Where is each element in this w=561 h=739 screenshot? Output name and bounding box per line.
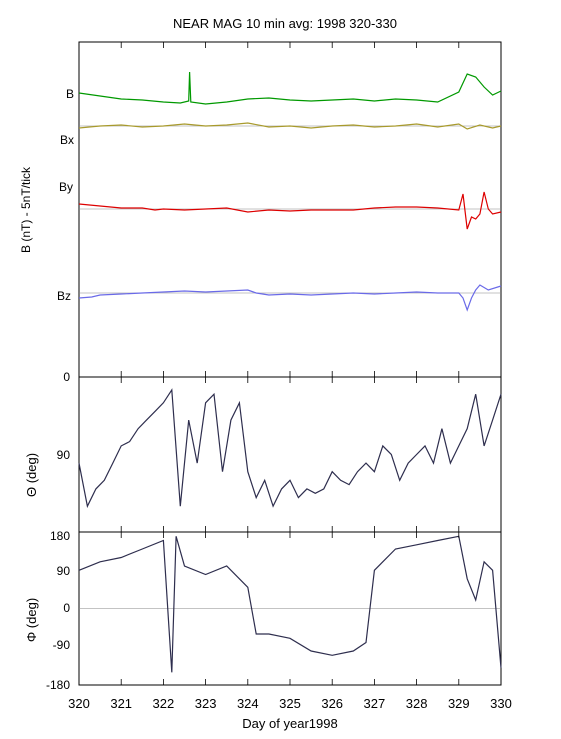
panel-phi-ytick-neg180: -180: [46, 678, 70, 692]
series-phi-line: [78, 535, 502, 673]
x-tick-label-324: 324: [237, 696, 259, 711]
series-bx-line: [78, 122, 502, 130]
x-tick-label-327: 327: [364, 696, 386, 711]
panel-b: B (nT) - 5nT/tick 0 B Bx By Bz: [19, 41, 502, 384]
chart-title: NEAR MAG 10 min avg: 1998 320-330: [173, 16, 397, 31]
x-axis-label: Day of year1998: [242, 716, 337, 731]
x-tick-label-326: 326: [321, 696, 343, 711]
series-by-line: [78, 191, 502, 230]
panel-phi-ytick-neg90: -90: [53, 638, 71, 652]
x-tick-label-330: 330: [490, 696, 512, 711]
panel-theta-ytick-90: 90: [57, 448, 71, 462]
label-bz: Bz: [57, 289, 71, 303]
label-bx: Bx: [60, 133, 74, 147]
panel-phi-ytick-90: 90: [57, 564, 71, 578]
series-theta-line: [78, 388, 502, 509]
label-by: By: [59, 180, 73, 194]
series-bz-line: [78, 284, 502, 312]
panel-theta: Θ (deg) 90: [24, 376, 502, 533]
series-b-line: [78, 71, 502, 105]
x-tick-label-320: 320: [68, 696, 90, 711]
x-tick-label-329: 329: [448, 696, 470, 711]
x-tick-label-321: 321: [110, 696, 132, 711]
panel-phi-ytick-180: 180: [50, 529, 70, 543]
x-tick-label-328: 328: [406, 696, 428, 711]
panel-phi-ylabel: Φ (deg): [24, 598, 39, 642]
panel-b-ylabel: B (nT) - 5nT/tick: [19, 166, 33, 253]
panel-phi: Φ (deg) 180 90 0 -90 -180: [24, 529, 502, 692]
panel-phi-ytick-0: 0: [63, 601, 70, 615]
panel-b-ytick-0: 0: [63, 370, 70, 384]
x-tick-label-325: 325: [279, 696, 301, 711]
label-b: B: [66, 87, 74, 101]
x-tick-label-322: 322: [153, 696, 175, 711]
panel-theta-frame: [78, 376, 502, 533]
x-tick-label-323: 323: [195, 696, 217, 711]
x-axis-ticks: 320 321 322 323 324 325 326 327 328 329 330: [68, 42, 512, 711]
panel-b-frame: [78, 41, 502, 378]
panel-theta-ylabel: Θ (deg): [24, 453, 39, 497]
